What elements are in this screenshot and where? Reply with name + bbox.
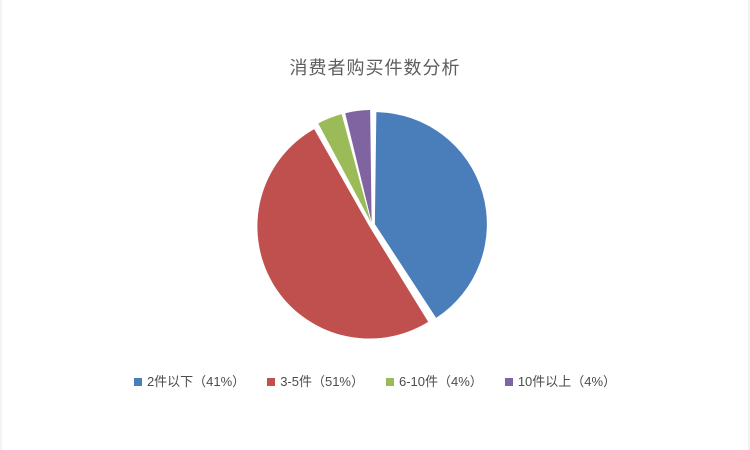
chart-legend: 2件以下（41%） 3-5件（51%） 6-10件（4%） 10件以上（4%） xyxy=(0,374,750,390)
legend-swatch-icon xyxy=(386,378,394,386)
pie-slice[interactable] xyxy=(318,114,371,223)
legend-item[interactable]: 6-10件（4%） xyxy=(386,374,483,390)
legend-item[interactable]: 3-5件（51%） xyxy=(267,374,364,390)
legend-swatch-icon xyxy=(504,378,513,386)
legend-item-label: 10件以上（4%） xyxy=(517,374,617,389)
right-edge-rule xyxy=(748,0,750,450)
pie-svg xyxy=(257,110,487,339)
legend-item-label: 3-5件（51%） xyxy=(280,374,364,389)
pie-slice-group xyxy=(257,110,487,339)
pie-plot-area xyxy=(232,105,512,345)
legend-item[interactable]: 2件以下（41%） xyxy=(133,374,246,390)
left-edge-rule xyxy=(0,0,2,450)
legend-swatch-icon xyxy=(267,378,276,386)
chart-title: 消费者购买件数分析 xyxy=(289,58,461,78)
legend-swatch-icon xyxy=(133,378,142,386)
pie-slice[interactable] xyxy=(257,129,429,339)
pie-slice[interactable] xyxy=(374,112,487,318)
legend-item[interactable]: 10件以上（4%） xyxy=(504,374,617,390)
legend-item-label: 2件以下（41%） xyxy=(146,374,246,389)
legend-item-label: 6-10件（4%） xyxy=(399,374,483,389)
pie-slice[interactable] xyxy=(345,110,372,223)
